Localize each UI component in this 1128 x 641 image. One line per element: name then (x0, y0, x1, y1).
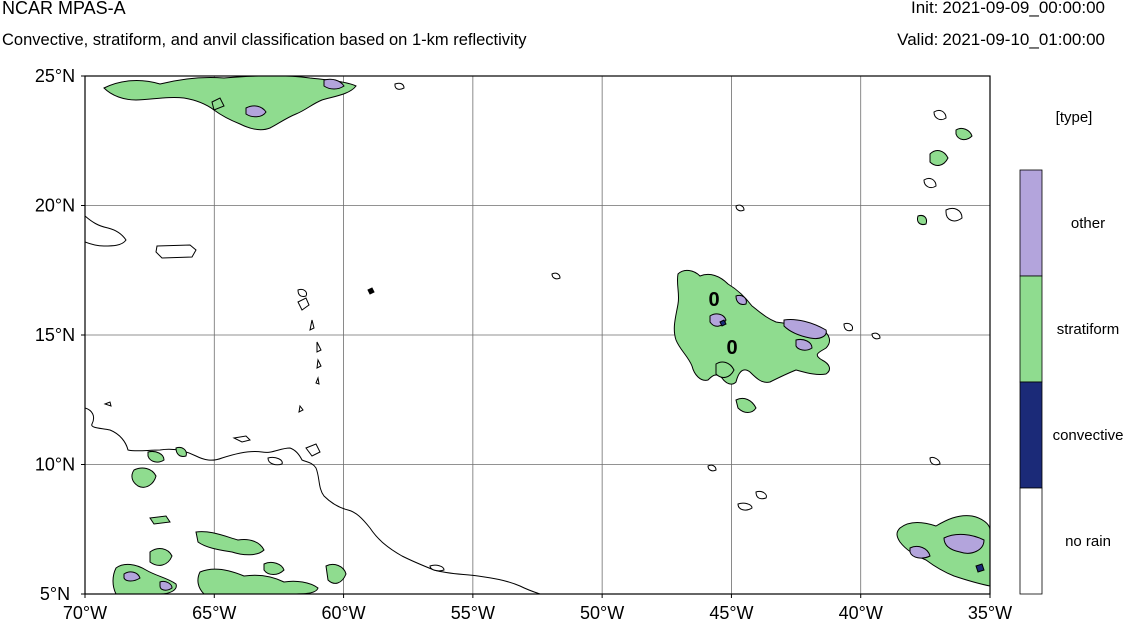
init-time: Init: 2021-09-09_00:00:00 (911, 0, 1105, 18)
lon-tick-label-7: 35°W (968, 603, 1012, 623)
init-value: 2021-09-09_00:00:00 (942, 0, 1105, 17)
precip-small-7 (871, 332, 881, 340)
precip-w-3 (175, 447, 187, 457)
legend-label-other: other (1071, 215, 1105, 232)
coastline-small-island (155, 244, 197, 259)
precip-sw-other-2 (159, 581, 173, 591)
lon-tick-label-3: 55°W (451, 603, 495, 623)
precip-se-cluster (896, 515, 990, 587)
figure-title: NCAR MPAS-A (2, 0, 126, 18)
precip-sw-6 (263, 561, 285, 575)
lat-tick-label-4: 25°N (35, 66, 75, 86)
precip-se-other-2 (909, 545, 931, 559)
precip-central-south-1 (735, 397, 757, 413)
lon-tick-label-1: 65°W (192, 603, 236, 623)
precip-sw-7 (149, 515, 171, 525)
precip-ne-3 (933, 109, 947, 121)
precip-sw-other-1 (123, 571, 141, 582)
precip-north-small-1 (394, 82, 405, 90)
lat-tick-label-2: 15°N (35, 325, 75, 345)
lon-tick-label-2: 60°W (321, 603, 365, 623)
legend-label-stratiform: stratiform (1057, 321, 1120, 338)
precip-central-south-2 (715, 361, 735, 378)
coastline-antilles-4 (316, 358, 322, 369)
lat-tick-label-0: 5°N (40, 584, 70, 604)
lon-tick-label-0: 70°W (63, 603, 107, 623)
precip-ne-1 (929, 150, 949, 166)
precip-sw-5 (325, 563, 347, 584)
legend-swatch-stratiform (1019, 275, 1043, 383)
precip-cluster-north (103, 76, 357, 131)
valid-label: Valid: (897, 30, 939, 49)
legend-swatch-no-rain (1019, 487, 1043, 595)
precip-small-5 (737, 502, 753, 511)
legend-colorbar: other stratiform convective no rain (1019, 169, 1124, 595)
lon-tick-labels: 70°W 65°W 60°W 55°W 50°W 45°W 40°W 35°W (63, 594, 1012, 623)
precip-small-1 (735, 204, 745, 212)
lat-tick-label-1: 10°N (35, 455, 75, 475)
precip-ne-6 (917, 215, 927, 225)
coastline-antilles-2 (309, 319, 315, 331)
valid-time: Valid: 2021-09-10_01:00:00 (897, 30, 1105, 50)
precip-small-3 (843, 323, 853, 332)
precip-small-11 (297, 289, 307, 297)
precip-north-other-1 (245, 105, 267, 118)
coastline-antilles-6 (298, 404, 304, 413)
precip-sw-4 (197, 568, 319, 594)
contour-label-1: 0 (708, 289, 719, 311)
contour-label-2: 0 (726, 337, 737, 359)
legend-swatch-convective (1019, 381, 1043, 489)
precip-se-other-1 (943, 533, 985, 554)
legend-title: [type] (1056, 109, 1093, 126)
init-label: Init: (911, 0, 939, 17)
precip-ne-2 (955, 127, 973, 141)
precip-small-9 (429, 564, 445, 572)
legend-label-convective: convective (1053, 427, 1124, 444)
lon-tick-label-5: 45°W (709, 603, 753, 623)
precip-sw-2 (149, 548, 173, 566)
coastline-antilles-1 (297, 297, 310, 311)
legend-label-no-rain: no rain (1065, 533, 1111, 550)
coastline-margarita (232, 435, 251, 443)
coastline-puerto-rico (85, 215, 127, 247)
lat-tick-label-3: 20°N (35, 196, 75, 216)
precip-cells (103, 76, 830, 413)
precip-small-6 (929, 457, 941, 466)
precip-small-8 (707, 464, 717, 472)
precip-se-convective (975, 563, 985, 573)
figure-subtitle: Convective, stratiform, and anvil classi… (2, 31, 527, 49)
precip-cluster-central (673, 269, 830, 385)
precip-central-other-4 (735, 295, 747, 305)
map-features: 0 0 (85, 76, 990, 594)
precip-north-other-2 (323, 78, 345, 90)
precip-cells-2 (112, 109, 990, 594)
coastline-trinidad (305, 443, 321, 457)
precip-small-2 (551, 272, 561, 280)
precip-ne-5 (945, 207, 963, 222)
precip-small-12 (367, 287, 375, 295)
precip-small-4 (755, 491, 767, 500)
lat-tick-labels: 5°N 10°N 15°N 20°N 25°N (35, 66, 85, 604)
precip-central-convective (719, 319, 727, 327)
legend-swatch-other (1019, 169, 1043, 277)
precip-w-1 (131, 467, 157, 488)
coastline-antilles-5 (315, 376, 320, 385)
precip-central-other-3 (795, 339, 813, 351)
lon-tick-label-4: 50°W (580, 603, 624, 623)
precip-w-2 (147, 451, 165, 463)
valid-value: 2021-09-10_01:00:00 (942, 30, 1105, 49)
precip-small-10 (267, 457, 283, 466)
lon-tick-label-6: 40°W (839, 603, 883, 623)
precip-ne-4 (923, 177, 937, 189)
coastline-antilles-3 (316, 341, 322, 353)
precip-sw-3 (195, 531, 265, 556)
precip-central-other-2 (783, 319, 827, 339)
coastline-aruba (103, 401, 112, 407)
precip-north-small-2 (211, 97, 225, 111)
